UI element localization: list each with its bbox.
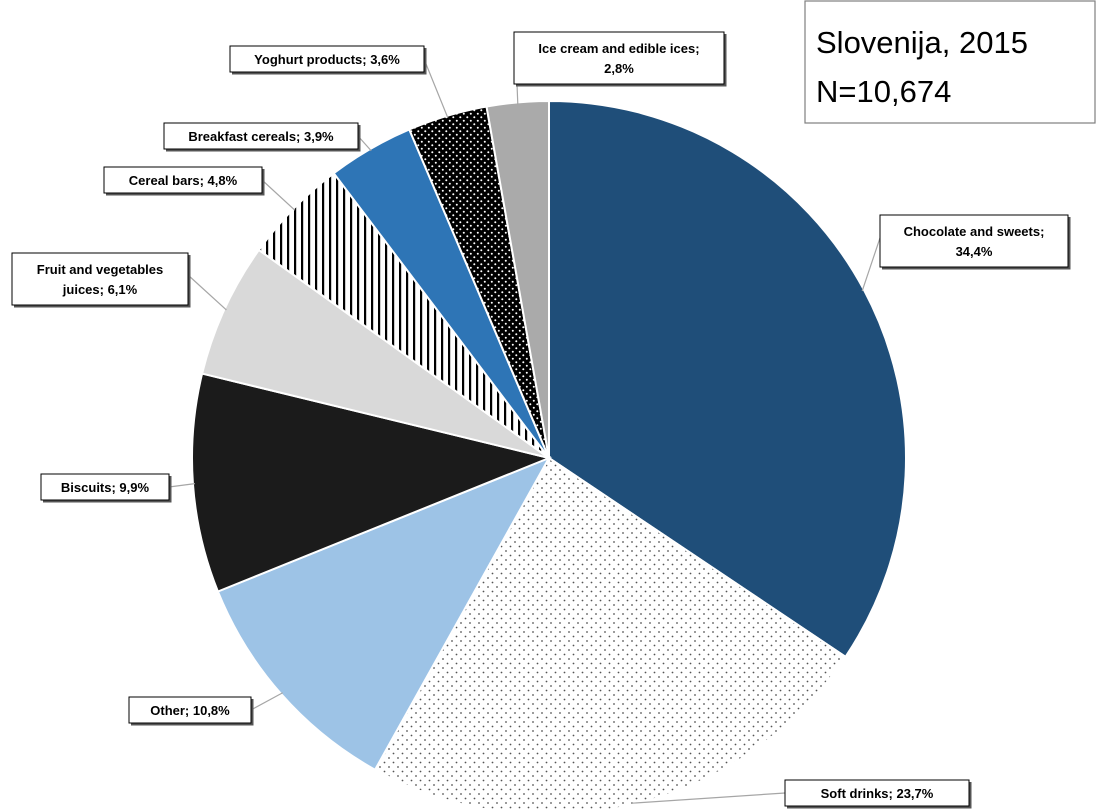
data-label-text: Other; 10,8%	[150, 703, 230, 718]
leader-line-yoghurt-products	[423, 58, 449, 118]
data-label-text: juices; 6,1%	[62, 282, 138, 297]
data-label-shadow	[166, 125, 361, 152]
data-label-biscuits: Biscuits; 9,9%	[40, 473, 172, 503]
data-label-text: 34,4%	[956, 244, 993, 259]
leader-line-ice-cream-and-edible-ices	[516, 83, 519, 105]
leader-line-fruit-and-vegetables-juices	[187, 274, 227, 311]
data-label-other: Other; 10,8%	[128, 696, 254, 726]
pie-slices	[191, 99, 907, 809]
chart-subtitle: N=10,674	[816, 74, 951, 109]
data-label-shadow	[516, 34, 727, 87]
data-label-shadow	[106, 169, 265, 196]
data-label-text: Chocolate and sweets;	[904, 224, 1045, 239]
leader-line-chocolate-and-sweets	[861, 237, 881, 292]
leader-lines	[168, 58, 881, 804]
data-label-box	[879, 214, 1069, 268]
chart-title: Slovenija, 2015	[816, 25, 1028, 60]
data-label-text: Breakfast cereals; 3,9%	[188, 129, 334, 144]
data-label-box	[229, 45, 425, 73]
data-label-box	[11, 252, 189, 306]
pie-slice-soft-drinks	[373, 456, 847, 809]
data-labels: Chocolate and sweets; 34,4% Soft drinks; 2…	[11, 31, 1071, 809]
pie-slice-chocolate-and-sweets	[548, 99, 907, 659]
data-label-fruit-and-vegetables-juices: Fruit and vegetables juices; 6,1%	[11, 252, 191, 308]
data-label-chocolate-and-sweets: Chocolate and sweets; 34,4%	[879, 214, 1071, 270]
data-label-ice-cream-and-edible-ices: Ice cream and edible ices; 2,8%	[513, 31, 727, 87]
data-label-box	[40, 473, 170, 501]
data-label-shadow	[131, 699, 254, 726]
data-label-text: Fruit and vegetables	[37, 262, 163, 277]
data-label-box	[163, 122, 359, 150]
data-label-shadow	[882, 217, 1071, 270]
leader-line-other	[250, 692, 283, 711]
data-label-text: Soft drinks; 23,7%	[821, 786, 934, 801]
data-label-text: 2,8%	[604, 61, 634, 76]
data-label-box	[103, 166, 263, 194]
data-label-shadow	[14, 255, 191, 308]
data-label-shadow	[232, 48, 427, 75]
data-label-text: Biscuits; 9,9%	[61, 480, 150, 495]
data-label-breakfast-cereals: Breakfast cereals; 3,9%	[163, 122, 361, 152]
data-label-text: Cereal bars; 4,8%	[129, 173, 238, 188]
leader-line-soft-drinks	[631, 792, 786, 804]
data-label-shadow	[43, 476, 172, 503]
data-label-cereal-bars: Cereal bars; 4,8%	[103, 166, 265, 196]
data-label-text: Yoghurt products; 3,6%	[254, 52, 400, 67]
data-label-text: Ice cream and edible ices;	[538, 41, 699, 56]
title-box: Slovenija, 2015 N=10,674	[804, 0, 1096, 124]
data-label-soft-drinks: Soft drinks; 23,7%	[784, 779, 972, 809]
data-label-yoghurt-products: Yoghurt products; 3,6%	[229, 45, 427, 75]
leader-line-biscuits	[168, 483, 196, 488]
data-label-box	[128, 696, 252, 724]
data-label-box	[513, 31, 725, 85]
data-label-shadow	[787, 782, 972, 809]
data-label-box	[784, 779, 970, 807]
leader-line-cereal-bars	[261, 179, 296, 211]
